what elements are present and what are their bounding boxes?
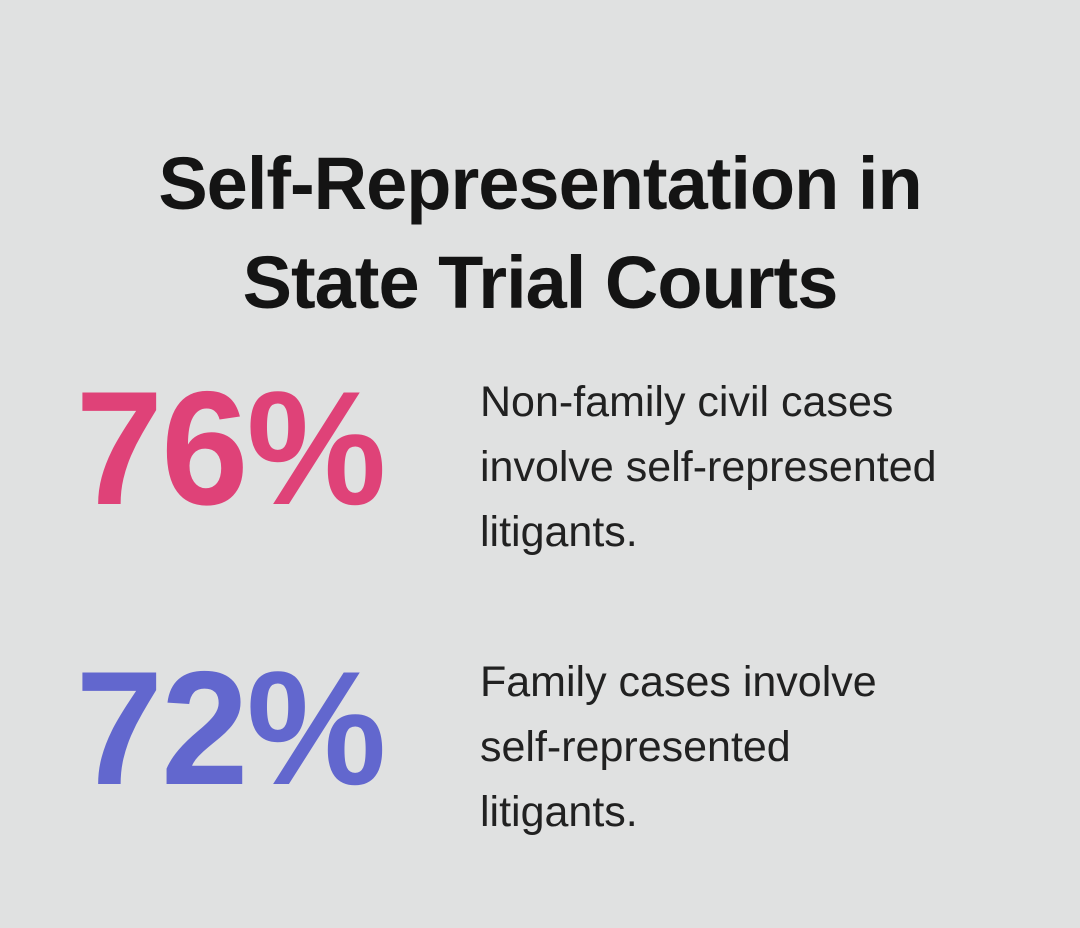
stat-row-family: 72% Family cases involve self-represente… — [0, 648, 1080, 845]
stat-row-nonfamily: 76% Non-family civil cases involve self-… — [0, 368, 1080, 565]
stat-value-family: 72% — [75, 638, 387, 819]
stat-description-nonfamily: Non-family civil cases involve self-repr… — [480, 378, 937, 556]
page-title-line-1: Self-Representation in — [158, 141, 922, 225]
stat-description-family: Family cases involve self-represented li… — [480, 658, 877, 836]
page-title-line-2: State Trial Courts — [242, 240, 839, 324]
page-title: Self-Representation in State Trial Court… — [0, 134, 1080, 332]
stat-value-nonfamily: 76% — [75, 358, 387, 539]
